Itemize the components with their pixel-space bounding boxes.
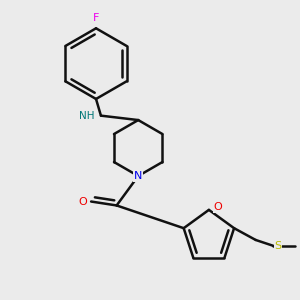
Text: O: O (213, 202, 222, 212)
Text: S: S (275, 241, 282, 251)
Text: NH: NH (79, 111, 94, 121)
Text: O: O (78, 196, 87, 206)
Text: F: F (93, 14, 99, 23)
Text: N: N (134, 171, 142, 181)
